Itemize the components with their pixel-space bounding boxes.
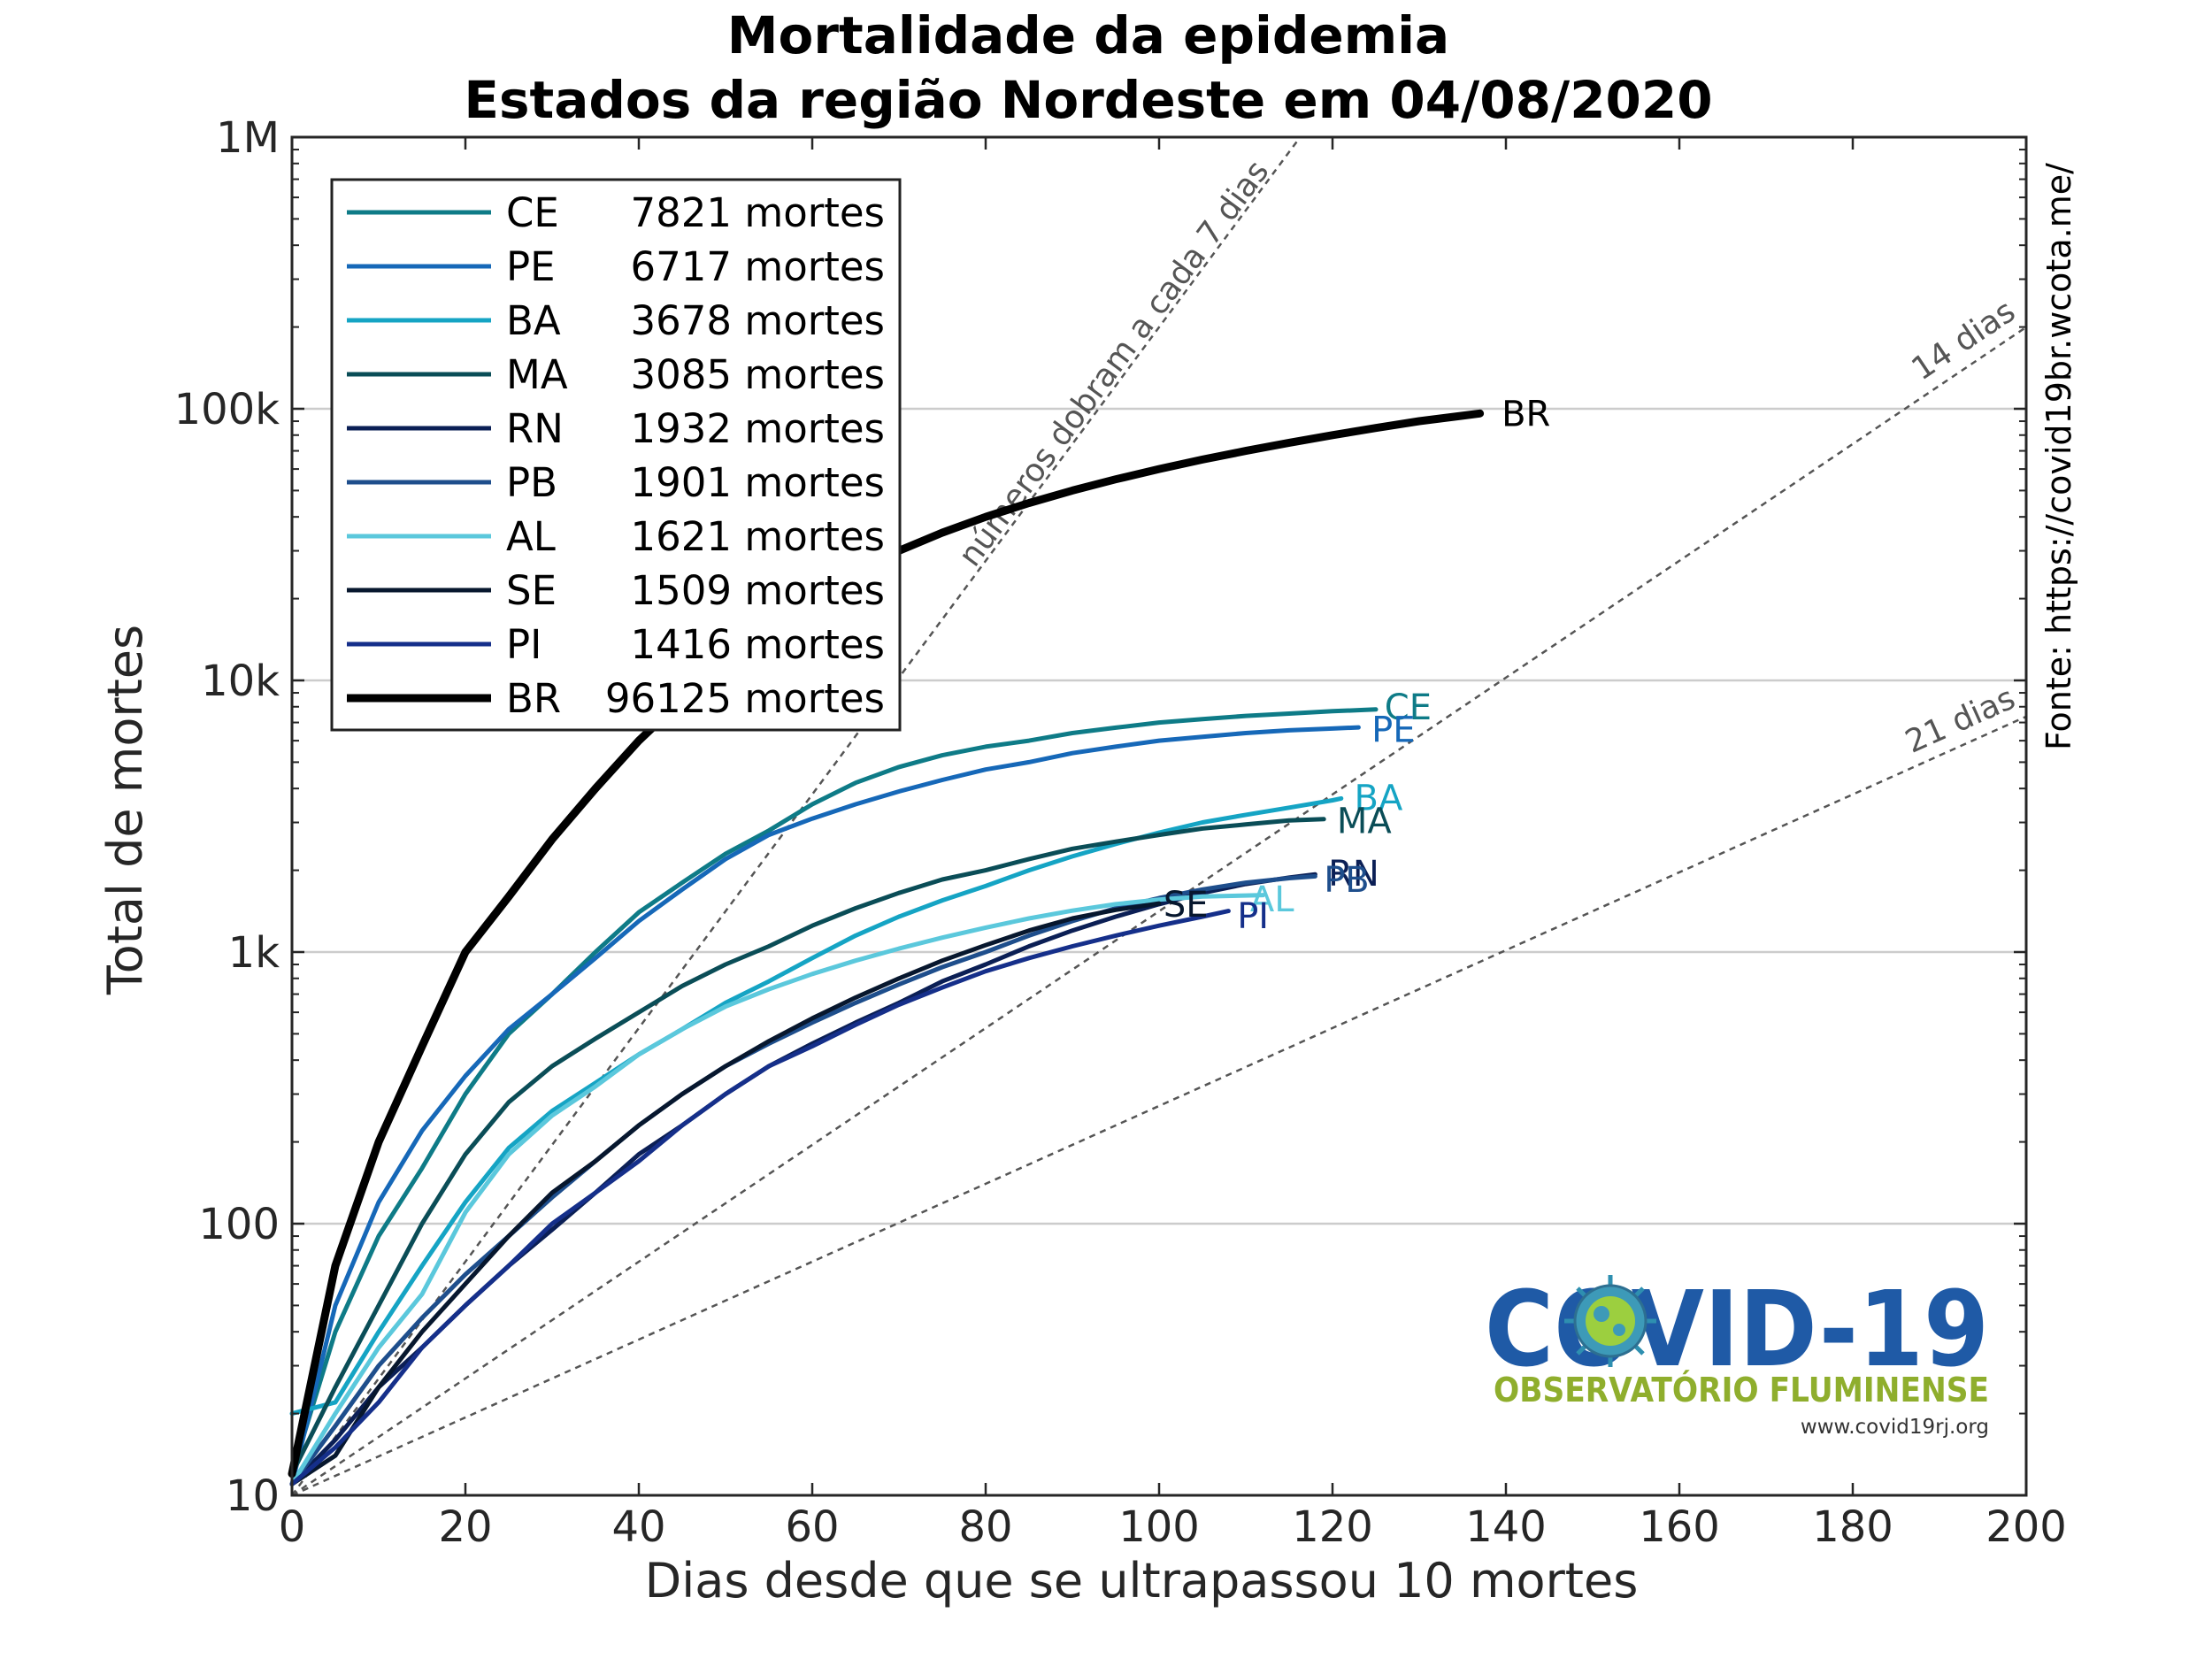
legend-value-PE: 6717 mortes [631, 243, 885, 290]
end-label-AL: AL [1250, 879, 1294, 920]
y-tick-label: 10k [201, 657, 280, 706]
x-tick-label: 80 [958, 1502, 1012, 1552]
x-tick-label: 140 [1465, 1502, 1547, 1552]
x-tick-label: 60 [785, 1502, 839, 1552]
legend-name-PI: PI [506, 621, 541, 668]
y-tick-label: 1k [228, 928, 280, 978]
series-line-AL [289, 893, 1266, 1486]
y-tick-label: 1M [216, 113, 280, 163]
legend-name-AL: AL [506, 513, 556, 560]
legend-name-RN: RN [506, 405, 564, 452]
end-label-RN: RN [1328, 854, 1379, 895]
series-line-SE [289, 901, 1162, 1486]
end-label-BR: BR [1502, 394, 1550, 434]
legend-box [330, 178, 902, 732]
source-text: Fonte: https://covid19br.wcota.me/ [2039, 163, 2078, 750]
x-tick-label: 20 [438, 1502, 492, 1552]
series-line-PI [289, 909, 1231, 1486]
logo-url: www.covid19rj.org [1801, 1416, 1989, 1439]
end-label-CE: CE [1385, 687, 1432, 728]
y-tick-label: 100k [174, 385, 280, 434]
legend-value-AL: 1621 mortes [631, 513, 885, 560]
legend-name-SE: SE [506, 567, 557, 614]
x-tick-label: 200 [1985, 1502, 2067, 1552]
series-line-CE [289, 707, 1379, 1477]
series-line-BA [289, 795, 1344, 1417]
x-tick-label: 120 [1292, 1502, 1373, 1552]
x-axis-label: Dias desde que se ultrapassou 10 mortes [645, 1553, 1639, 1609]
legend-value-MA: 3085 mortes [631, 351, 885, 398]
y-tick-label: 10 [226, 1471, 280, 1521]
y-axis-label: Total de mortes [97, 625, 153, 995]
virus-icon [1564, 1275, 1656, 1367]
series-line-PE [289, 725, 1361, 1486]
chart-subtitle: Estados da região Nordeste em 04/08/2020 [464, 70, 1712, 130]
legend-value-RN: 1932 mortes [631, 405, 885, 452]
legend-value-PI: 1416 mortes [631, 621, 885, 668]
legend-value-SE: 1509 mortes [631, 567, 885, 614]
legend-value-CE: 7821 mortes [631, 189, 885, 236]
x-tick-label: 100 [1118, 1502, 1200, 1552]
y-axis-ticks: 10 100 1k 10k 100k 1M [174, 113, 2026, 1521]
logo-subtitle: OBSERVATÓRIO FLUMINENSE [1494, 1371, 1989, 1409]
legend-name-PE: PE [506, 243, 556, 290]
y-tick-label: 100 [198, 1200, 280, 1249]
end-label-PB: PB [1324, 860, 1370, 901]
legend: CE 7821 mortes PE 6717 mortes BA 3678 mortes M… [330, 178, 902, 732]
legend-name-CE: CE [506, 189, 559, 236]
logo-text-covid19: COVID-19 [1485, 1268, 1989, 1390]
x-tick-label: 180 [1812, 1502, 1893, 1552]
end-label-PE: PE [1371, 710, 1415, 750]
end-label-BA: BA [1355, 779, 1403, 819]
x-tick-label: 160 [1639, 1502, 1720, 1552]
legend-name-BA: BA [506, 297, 561, 344]
series-line-MA [289, 817, 1326, 1477]
legend-value-BA: 3678 mortes [631, 297, 885, 344]
end-label-MA: MA [1337, 801, 1393, 841]
reference-line-14-days [291, 326, 2027, 1497]
legend-name-MA: MA [506, 351, 568, 398]
legend-value-PB: 1901 mortes [631, 459, 885, 506]
chart-title: Mortalidade da epidemia [727, 5, 1449, 65]
x-tick-label: 40 [611, 1502, 665, 1552]
covid19-observatorio-logo: COVID-19 OBSERVATÓRIO FLUMINENSE www.cov… [1485, 1268, 1989, 1439]
x-axis-ticks: 0 20 40 60 80 100 120 140 160 180 200 [279, 137, 2067, 1552]
legend-name-PB: PB [506, 459, 557, 506]
x-tick-label: 0 [279, 1502, 306, 1552]
end-label-PI: PI [1237, 896, 1269, 937]
legend-value-BR: 96125 mortes [605, 675, 885, 722]
legend-name-BR: BR [506, 675, 561, 722]
end-label-SE: SE [1164, 885, 1209, 926]
